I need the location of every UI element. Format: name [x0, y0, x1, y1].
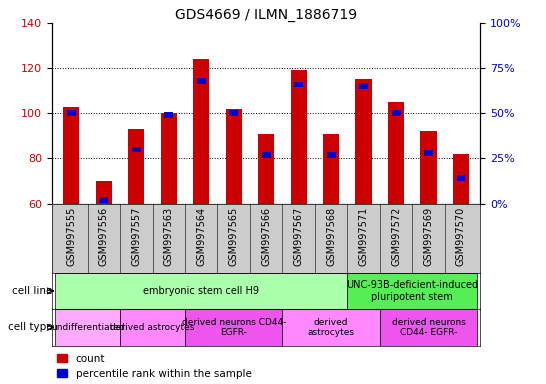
Text: GSM997563: GSM997563: [164, 207, 174, 266]
Text: GSM997569: GSM997569: [424, 207, 434, 266]
Bar: [391, 111, 401, 116]
Text: UNC-93B-deficient-induced
pluripotent stem: UNC-93B-deficient-induced pluripotent st…: [346, 280, 478, 302]
Text: GSM997557: GSM997557: [131, 207, 141, 266]
Bar: [63, 106, 80, 204]
Bar: [164, 112, 173, 118]
Bar: [67, 111, 76, 116]
Bar: [258, 134, 274, 204]
Text: GSM997570: GSM997570: [456, 207, 466, 266]
Bar: [55, 309, 120, 346]
Bar: [327, 152, 336, 157]
Bar: [282, 309, 380, 346]
Text: derived
astrocytes: derived astrocytes: [307, 318, 354, 337]
Text: GSM997556: GSM997556: [99, 207, 109, 266]
Text: cell line: cell line: [12, 286, 52, 296]
Bar: [420, 131, 437, 204]
Bar: [229, 111, 238, 116]
Bar: [359, 83, 368, 89]
Text: GSM997568: GSM997568: [326, 207, 336, 266]
Bar: [347, 273, 477, 309]
Bar: [262, 152, 271, 157]
Title: GDS4669 / ILMN_1886719: GDS4669 / ILMN_1886719: [175, 8, 357, 22]
Bar: [132, 147, 141, 152]
Text: GSM997566: GSM997566: [261, 207, 271, 266]
Bar: [96, 181, 112, 204]
Text: GSM997571: GSM997571: [359, 207, 369, 266]
Bar: [424, 150, 433, 156]
Bar: [456, 175, 465, 181]
Text: derived neurons
CD44- EGFR-: derived neurons CD44- EGFR-: [391, 318, 465, 337]
Bar: [355, 79, 372, 204]
Text: GSM997564: GSM997564: [196, 207, 206, 266]
Text: embryonic stem cell H9: embryonic stem cell H9: [143, 286, 259, 296]
Bar: [55, 273, 347, 309]
Bar: [99, 197, 108, 203]
Bar: [453, 154, 469, 204]
Bar: [193, 59, 209, 204]
Bar: [388, 102, 404, 204]
Bar: [380, 309, 477, 346]
Bar: [128, 129, 144, 204]
Text: derived astrocytes: derived astrocytes: [110, 323, 195, 332]
Text: GSM997567: GSM997567: [294, 207, 304, 266]
Text: GSM997555: GSM997555: [67, 207, 76, 266]
Bar: [294, 81, 303, 87]
Legend: count, percentile rank within the sample: count, percentile rank within the sample: [57, 354, 252, 379]
Bar: [323, 134, 339, 204]
Text: cell type: cell type: [8, 322, 52, 333]
Bar: [197, 78, 206, 84]
Bar: [185, 309, 282, 346]
Bar: [225, 109, 242, 204]
Text: GSM997572: GSM997572: [391, 207, 401, 266]
Text: undifferentiated: undifferentiated: [51, 323, 124, 332]
Text: derived neurons CD44-
EGFR-: derived neurons CD44- EGFR-: [181, 318, 286, 337]
Bar: [290, 70, 307, 204]
Bar: [161, 113, 177, 204]
Text: GSM997565: GSM997565: [229, 207, 239, 266]
Bar: [120, 309, 185, 346]
